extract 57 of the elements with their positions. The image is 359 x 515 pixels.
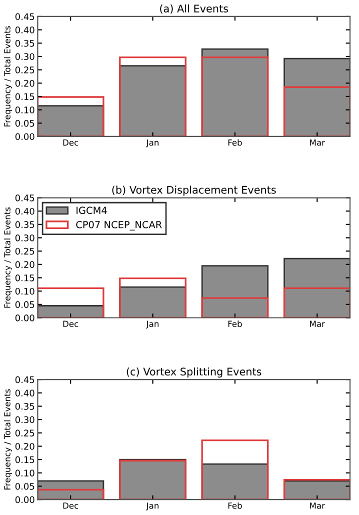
- y-tick-label: 0.40: [15, 390, 34, 396]
- y-tick-label: 0.30: [15, 53, 34, 60]
- bar: [38, 305, 104, 318]
- x-tick-label: Dec: [63, 320, 78, 327]
- chart-title: (a) All Events: [160, 4, 228, 14]
- x-tick-label: Mar: [310, 320, 326, 327]
- y-tick-label: 0.45: [15, 376, 34, 384]
- y-tick-label: 0.05: [15, 301, 34, 308]
- y-tick-label: 0.00: [15, 133, 34, 140]
- x-tick-label: Jan: [146, 320, 158, 329]
- x-tick-label: Feb: [228, 502, 242, 509]
- y-tick-label: 0.10: [15, 106, 34, 114]
- x-tick-label: Jan: [146, 502, 158, 510]
- y-tick-label: 0.40: [15, 208, 34, 215]
- x-tick-label: Feb: [228, 139, 242, 146]
- y-tick-label: 0.05: [15, 120, 34, 127]
- y-tick-label: 0.10: [15, 288, 34, 295]
- y-tick-label: 0.00: [15, 496, 34, 504]
- y-tick-label: 0.45: [15, 13, 34, 20]
- legend-label: CP07 NCEP_NCAR: [76, 220, 162, 230]
- y-tick-label: 0.15: [15, 93, 34, 100]
- bar: [284, 58, 350, 136]
- bar: [284, 258, 350, 318]
- y-tick-label: 0.00: [15, 314, 34, 322]
- y-tick-label: 0.15: [15, 274, 34, 282]
- y-axis-title: Frequency / Total Events: [4, 389, 12, 490]
- y-tick-label: 0.20: [15, 80, 34, 87]
- y-tick-label: 0.25: [15, 430, 34, 436]
- y-axis-title: Frequency / Total Events: [4, 26, 12, 126]
- y-tick-label: 0.10: [15, 470, 34, 476]
- x-tick-label: Mar: [310, 140, 326, 146]
- y-tick-label: 0.40: [15, 26, 34, 34]
- y-tick-label: 0.20: [15, 261, 34, 268]
- y-tick-label: 0.25: [15, 66, 34, 74]
- bar: [201, 265, 269, 318]
- y-tick-label: 0.05: [15, 482, 34, 490]
- y-axis-title: Frequency / Total Events: [4, 207, 12, 308]
- bar: [283, 86, 350, 136]
- y-tick-label: 0.30: [15, 416, 34, 424]
- y-tick-label: 0.25: [15, 248, 34, 255]
- chart-title: (c) Vortex Splitting Events: [126, 367, 262, 378]
- y-tick-label: 0.35: [15, 221, 34, 228]
- x-tick-label: Feb: [228, 320, 242, 327]
- x-tick-label: Dec: [63, 140, 78, 146]
- x-tick-label: Dec: [63, 502, 78, 509]
- y-tick-label: 0.30: [15, 234, 34, 242]
- x-tick-label: Mar: [310, 502, 326, 509]
- bar: [201, 463, 269, 500]
- y-tick-label: 0.35: [15, 40, 34, 47]
- y-tick-label: 0.20: [15, 442, 34, 450]
- y-tick-label: 0.35: [15, 402, 34, 410]
- legend-label: IGCM4: [76, 206, 107, 214]
- x-tick-label: Jan: [146, 140, 158, 148]
- y-tick-label: 0.15: [15, 456, 34, 464]
- chart-title: (b) Vortex Displacement Events: [112, 186, 276, 196]
- bar: [201, 440, 269, 500]
- y-tick-label: 0.45: [15, 194, 34, 202]
